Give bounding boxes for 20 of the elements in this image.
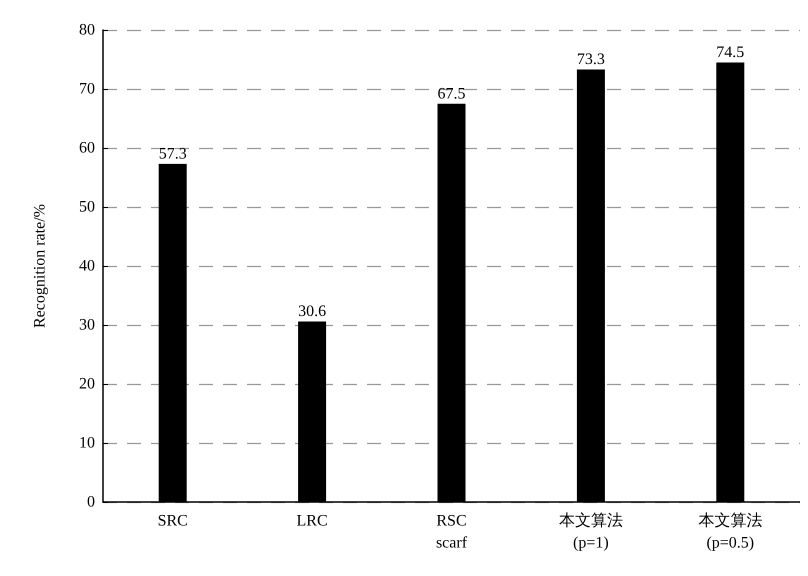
y-tick-label: 20 bbox=[79, 376, 95, 392]
data-label: 74.5 bbox=[716, 44, 744, 61]
x-tick-label: 本文算法 (p=1) bbox=[558, 512, 623, 552]
y-tick-label: 80 bbox=[79, 22, 95, 38]
data-label: 73.3 bbox=[576, 51, 605, 68]
y-tick-label: 10 bbox=[79, 434, 95, 452]
y-tick-label: 60 bbox=[79, 140, 95, 156]
x-tick-label: RSC scarf bbox=[436, 512, 468, 552]
x-tick-label: LRC bbox=[296, 512, 328, 530]
y-tick-label: 40 bbox=[79, 258, 95, 274]
data-label: 57.3 bbox=[158, 145, 187, 162]
y-tick-label: 30 bbox=[79, 316, 95, 334]
data-label: 30.6 bbox=[298, 302, 326, 320]
y-tick-label: 70 bbox=[79, 80, 95, 98]
x-tick-label: SRC bbox=[158, 512, 188, 530]
x-tick-label: 本文算法 (p=0.5) bbox=[698, 512, 762, 552]
y-tick-label: 50 bbox=[79, 198, 95, 216]
y-tick-label: 0 bbox=[87, 494, 95, 510]
data-label: 67.5 bbox=[438, 85, 466, 102]
y-axis-title: Recognition rate/% bbox=[32, 204, 48, 328]
